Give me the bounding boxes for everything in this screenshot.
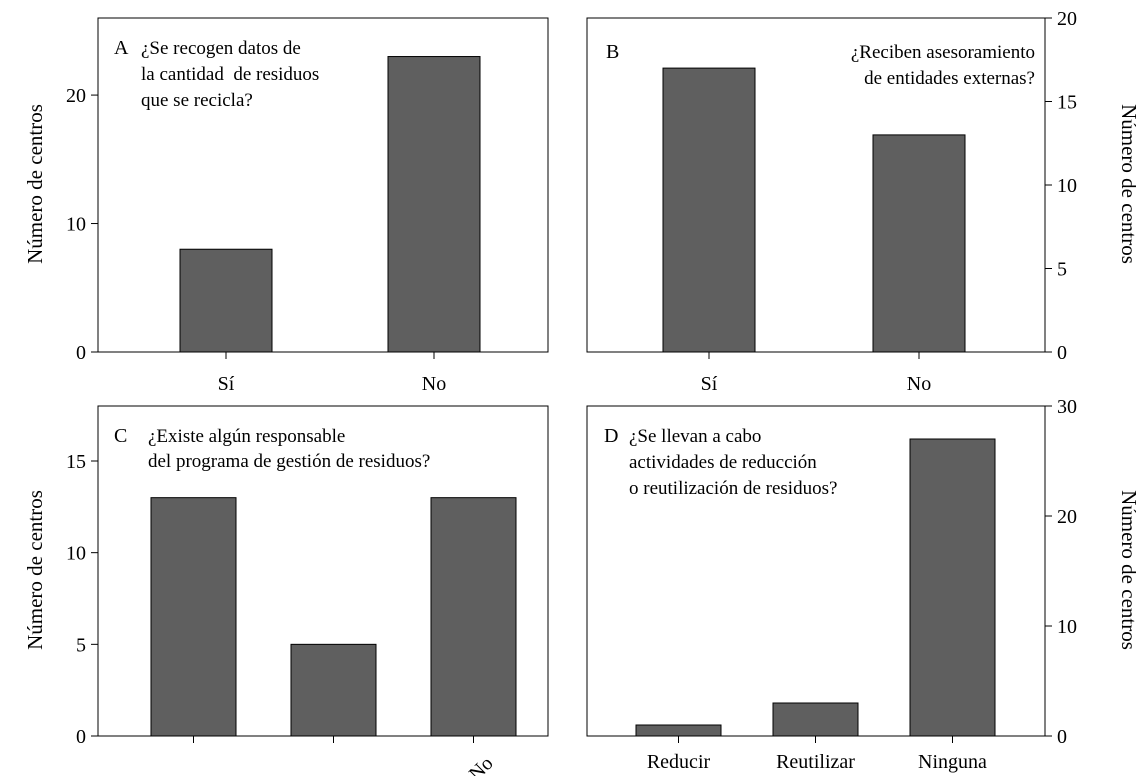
y-tick-label: 20 (1057, 8, 1077, 30)
bar (179, 248, 273, 353)
bar (387, 56, 481, 353)
y-tick-label: 10 (66, 543, 86, 565)
panel-letter: B (606, 41, 619, 63)
x-tick-label: Reducir (647, 751, 711, 773)
y-tick-label: 20 (1057, 506, 1077, 528)
y-tick-label: 10 (66, 214, 86, 236)
question-line: que se recicla? (141, 90, 253, 111)
bar (635, 724, 722, 737)
panel-letter: D (604, 425, 618, 447)
y-tick-label: 30 (1057, 396, 1077, 418)
question-line: del programa de gestión de residuos? (148, 451, 430, 472)
y-axis-label: Número de centros (1117, 490, 1136, 650)
panel-d: Reducir Reutilizar Ninguna 0 10 20 30 Número de… (586, 396, 1136, 773)
question-line: ¿Se recogen datos de (141, 38, 301, 59)
x-tick-label: No (422, 373, 446, 395)
panel-c: No 0 5 10 15 Número de centros C ¿Existe algún … (23, 405, 549, 776)
y-tick-label: 15 (66, 451, 86, 473)
panel-a: Sí No 0 10 20 Número de centros A ¿Se recogen d… (23, 17, 549, 395)
question-line: la cantidad de residuos (141, 64, 319, 85)
question-line: ¿Se llevan a cabo (629, 426, 761, 447)
x-tick-label: Reutilizar (776, 751, 855, 773)
question-line: o reutilización de residuos? (629, 478, 837, 499)
bar (872, 134, 966, 353)
x-tick-label: Sí (701, 373, 718, 395)
panel-b: Sí No 0 5 10 15 20 Número de centros B ¿Reciben a… (586, 8, 1136, 395)
bar (772, 702, 859, 737)
y-tick-label: 10 (1057, 175, 1077, 197)
y-tick-label: 15 (1057, 92, 1077, 114)
question-line: ¿Existe algún responsable (148, 426, 345, 447)
panel-letter: C (114, 425, 127, 447)
question-line: de entidades externas? (864, 68, 1035, 89)
y-axis-label: Número de centros (1117, 104, 1136, 264)
y-tick-label: 0 (76, 726, 86, 748)
bar (430, 497, 517, 737)
x-tick-label: No (907, 373, 931, 395)
y-tick-label: 0 (1057, 726, 1067, 748)
bar (662, 67, 756, 353)
y-tick-label: 5 (1057, 259, 1067, 281)
y-tick-label: 10 (1057, 616, 1077, 638)
x-tick-label: No (465, 752, 498, 776)
y-tick-label: 0 (76, 342, 86, 364)
panel-frame (97, 17, 549, 353)
bar (290, 643, 377, 737)
y-axis-label: Número de centros (23, 490, 47, 650)
y-tick-label: 20 (66, 85, 86, 107)
x-tick-label: Ninguna (918, 751, 987, 773)
x-tick-label: Sí (218, 373, 235, 395)
question-line: actividades de reducción (629, 452, 817, 473)
panel-letter: A (114, 37, 129, 59)
bar (909, 438, 996, 737)
y-tick-label: 5 (76, 634, 86, 656)
y-axis-label: Número de centros (23, 104, 47, 264)
bar (150, 497, 237, 737)
question-line: ¿Reciben asesoramiento (851, 42, 1035, 63)
y-tick-label: 0 (1057, 342, 1067, 364)
